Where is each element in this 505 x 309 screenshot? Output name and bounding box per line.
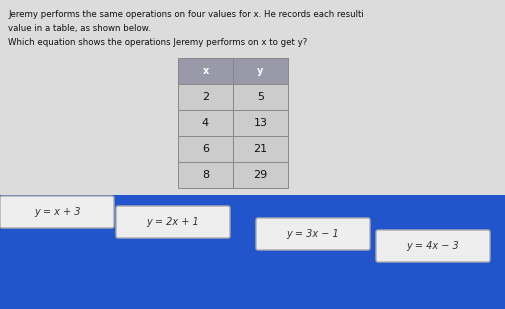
Text: 2: 2 <box>202 92 209 102</box>
Text: 21: 21 <box>254 144 268 154</box>
Text: Which equation shows the operations Jeremy performs on x to get y?: Which equation shows the operations Jere… <box>8 38 307 47</box>
FancyBboxPatch shape <box>178 84 233 110</box>
FancyBboxPatch shape <box>178 162 233 188</box>
FancyBboxPatch shape <box>178 58 233 84</box>
FancyBboxPatch shape <box>0 195 505 207</box>
FancyBboxPatch shape <box>0 196 114 228</box>
FancyBboxPatch shape <box>178 136 233 162</box>
Text: y = 2x + 1: y = 2x + 1 <box>146 217 199 227</box>
Text: 29: 29 <box>254 170 268 180</box>
Text: 5: 5 <box>257 92 264 102</box>
FancyBboxPatch shape <box>256 218 370 250</box>
FancyBboxPatch shape <box>116 206 230 238</box>
FancyBboxPatch shape <box>233 136 288 162</box>
FancyBboxPatch shape <box>376 230 490 262</box>
Text: 4: 4 <box>202 118 209 128</box>
FancyBboxPatch shape <box>233 58 288 84</box>
Text: x: x <box>203 66 209 76</box>
FancyBboxPatch shape <box>178 110 233 136</box>
Text: 6: 6 <box>202 144 209 154</box>
FancyBboxPatch shape <box>233 110 288 136</box>
Text: Jeremy performs the same operations on four values for x. He records each result: Jeremy performs the same operations on f… <box>8 10 364 19</box>
Text: 8: 8 <box>202 170 209 180</box>
FancyBboxPatch shape <box>233 162 288 188</box>
Text: 13: 13 <box>254 118 268 128</box>
Text: y = 4x − 3: y = 4x − 3 <box>407 241 460 251</box>
Text: y: y <box>258 66 264 76</box>
Text: y = 3x − 1: y = 3x − 1 <box>287 229 339 239</box>
FancyBboxPatch shape <box>0 0 505 205</box>
Text: value in a table, as shown below.: value in a table, as shown below. <box>8 24 150 33</box>
FancyBboxPatch shape <box>233 84 288 110</box>
Text: y = x + 3: y = x + 3 <box>34 207 80 217</box>
